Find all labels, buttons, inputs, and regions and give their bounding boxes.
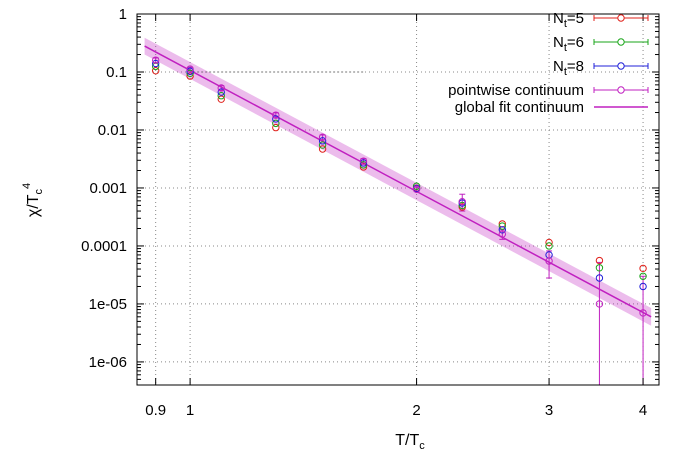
point-nt5 xyxy=(639,264,647,273)
point-nt8 xyxy=(318,137,327,145)
point-nt8 xyxy=(186,67,194,75)
point-pointwise xyxy=(359,157,368,165)
point-nt8 xyxy=(151,59,160,68)
point-nt8 xyxy=(595,274,604,282)
legend-label-nt8: Nt=8 xyxy=(553,58,584,78)
y-tick-label: 0.0001 xyxy=(81,238,127,255)
x-axis-label: T/Tc xyxy=(395,432,425,452)
point-pointwise xyxy=(412,185,421,193)
point-nt8 xyxy=(498,226,507,234)
point-nt5 xyxy=(217,95,225,103)
legend-label-pointwise: pointwise continuum xyxy=(448,82,584,99)
legend-entry-pointwise: pointwise continuum xyxy=(448,82,584,99)
point-nt5 xyxy=(272,123,280,132)
legend-marker xyxy=(617,86,625,94)
point-nt5 xyxy=(151,67,160,75)
point-pointwise xyxy=(545,257,553,265)
point-nt6 xyxy=(186,69,194,77)
legend-marker xyxy=(617,38,625,46)
legend-label-nt5: Nt=5 xyxy=(553,10,584,30)
y-tick-label: 0.1 xyxy=(106,64,127,81)
legend-marker xyxy=(617,62,625,70)
x-tick-labels: 0.9 1 2 3 4 xyxy=(145,402,647,419)
y-tick-labels: 1 0.1 0.01 0.001 0.0001 1e-05 1e-06 xyxy=(81,6,127,371)
legend-entry-global-fit: global fit continuum xyxy=(455,99,584,116)
legend-entry-nt5: Nt=5 xyxy=(553,10,584,30)
point-nt6 xyxy=(272,119,280,128)
x-tick-label: 1 xyxy=(186,402,194,419)
legend-label-global-fit: global fit continuum xyxy=(455,99,584,116)
point-nt6 xyxy=(595,264,604,272)
point-pointwise xyxy=(151,56,160,64)
legend-marker xyxy=(617,14,625,22)
point-nt5 xyxy=(498,220,507,228)
y-tick-label: 0.001 xyxy=(89,180,127,197)
y-tick-label: 1e-05 xyxy=(89,296,127,313)
legend: Nt=5 Nt=6 Nt=8 pointwise continuum globa… xyxy=(448,10,649,116)
point-nt8 xyxy=(217,88,225,96)
data-points xyxy=(151,56,647,317)
legend-entry-nt6: Nt=6 xyxy=(553,34,584,54)
point-nt5 xyxy=(595,256,604,265)
y-tick-label: 0.01 xyxy=(98,122,127,139)
legend-label-nt6: Nt=6 xyxy=(553,34,584,54)
point-nt6 xyxy=(359,161,368,169)
point-nt8 xyxy=(639,282,647,291)
point-pointwise xyxy=(639,309,647,317)
point-nt6 xyxy=(545,242,553,250)
point-pointwise xyxy=(217,84,225,92)
fit-line xyxy=(144,45,652,318)
y-tick-label: 1e-06 xyxy=(89,354,127,371)
fit-line-global xyxy=(144,45,652,318)
plot-frame xyxy=(136,13,660,386)
point-nt5 xyxy=(359,163,368,171)
legend-marks xyxy=(593,14,649,108)
x-tick-label: 2 xyxy=(412,402,420,419)
point-nt6 xyxy=(639,272,647,280)
point-nt6 xyxy=(318,141,327,149)
point-nt6 xyxy=(498,222,507,230)
y-tick-label: 1 xyxy=(119,6,127,23)
legend-entry-nt8: Nt=8 xyxy=(553,58,584,78)
point-pointwise xyxy=(595,300,604,308)
point-pointwise xyxy=(318,133,327,141)
point-nt5 xyxy=(186,72,194,80)
point-nt8 xyxy=(272,115,280,123)
point-pointwise xyxy=(186,65,194,73)
point-nt5 xyxy=(318,145,327,153)
y-axis-label: χ/Tc4 xyxy=(21,183,45,217)
point-pointwise xyxy=(272,111,280,119)
point-nt5 xyxy=(545,238,553,247)
x-tick-label: 4 xyxy=(639,402,647,419)
point-pointwise xyxy=(498,230,507,238)
point-nt6 xyxy=(458,201,466,210)
point-nt6 xyxy=(217,92,225,100)
axis-ticks xyxy=(137,13,659,386)
point-nt6 xyxy=(412,182,421,190)
x-tick-label: 3 xyxy=(545,402,553,419)
point-pointwise xyxy=(458,197,466,206)
x-tick-label: 0.9 xyxy=(145,402,166,419)
